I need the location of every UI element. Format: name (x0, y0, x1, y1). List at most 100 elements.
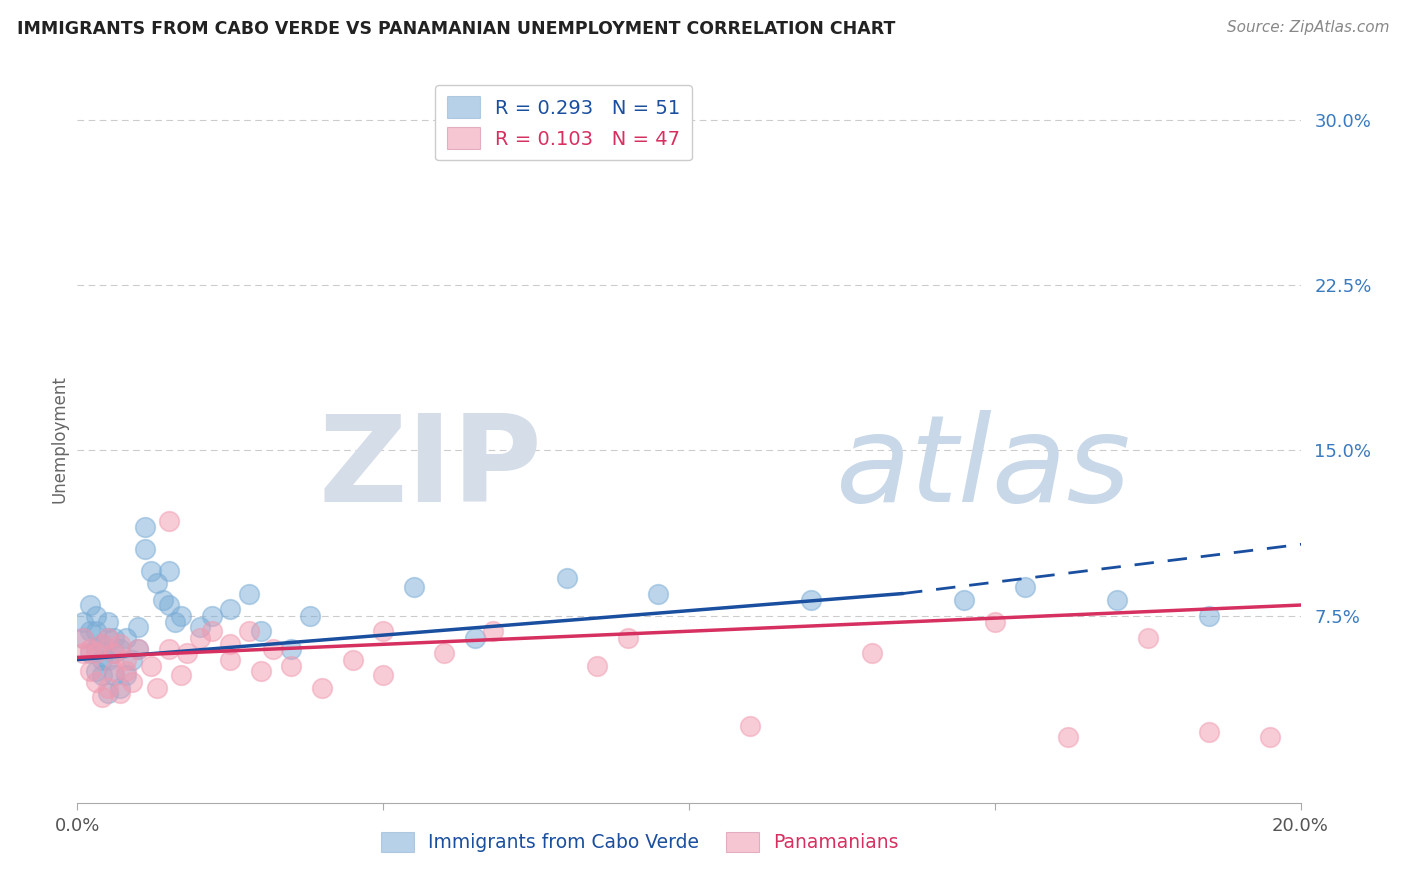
Point (84, 608, 107, 623)
Point (984, 615, 1007, 629)
Point (280, 659, 302, 673)
Point (262, 641, 284, 656)
Point (152, 593, 174, 607)
Point (84, 674, 107, 689)
Point (1198, 725, 1220, 739)
Point (90, 690, 112, 704)
Point (1136, 631, 1159, 645)
Point (108, 641, 131, 656)
Point (238, 586, 260, 600)
Point (79, 664, 101, 678)
Point (1057, 730, 1080, 744)
Point (97, 652, 120, 666)
Point (97, 631, 120, 645)
Point (433, 646, 456, 660)
Point (1258, 730, 1281, 744)
Point (617, 631, 640, 645)
Point (90, 637, 112, 651)
Point (250, 624, 273, 638)
Text: IMMIGRANTS FROM CABO VERDE VS PANAMANIAN UNEMPLOYMENT CORRELATION CHART: IMMIGRANTS FROM CABO VERDE VS PANAMANIAN… (17, 20, 896, 37)
Text: atlas: atlas (835, 410, 1130, 527)
Point (170, 668, 193, 682)
Point (146, 681, 169, 696)
Point (1198, 608, 1220, 623)
Point (219, 637, 242, 651)
Point (115, 652, 138, 666)
Point (165, 615, 187, 629)
Point (79, 598, 101, 612)
Point (139, 659, 162, 673)
Point (97, 686, 120, 700)
Point (170, 608, 193, 623)
Text: Source: ZipAtlas.com: Source: ZipAtlas.com (1226, 20, 1389, 35)
Point (482, 624, 505, 638)
Legend: Immigrants from Cabo Verde, Panamanians: Immigrants from Cabo Verde, Panamanians (374, 825, 905, 859)
Point (108, 681, 131, 696)
Point (555, 571, 578, 585)
Point (115, 664, 138, 678)
Point (371, 624, 394, 638)
Point (127, 619, 149, 633)
Point (103, 631, 125, 645)
Point (586, 659, 609, 673)
Point (79, 624, 101, 638)
Point (1107, 593, 1129, 607)
Point (127, 641, 149, 656)
Point (219, 652, 242, 666)
Point (188, 619, 211, 633)
Point (342, 652, 364, 666)
Point (97, 615, 120, 629)
Point (121, 652, 143, 666)
Point (72, 615, 94, 629)
Point (115, 631, 138, 645)
Point (298, 608, 321, 623)
Point (280, 641, 302, 656)
Point (219, 602, 242, 616)
Point (250, 664, 273, 678)
Point (84, 641, 107, 656)
Point (103, 664, 125, 678)
Point (103, 646, 125, 660)
Point (862, 646, 884, 660)
Point (740, 719, 762, 733)
Point (157, 598, 180, 612)
Point (84, 664, 107, 678)
Point (79, 646, 101, 660)
Y-axis label: Unemployment: Unemployment (51, 376, 69, 503)
Text: ZIP: ZIP (318, 410, 543, 527)
Point (90, 668, 112, 682)
Point (90, 637, 112, 651)
Point (188, 631, 211, 645)
Point (97, 631, 120, 645)
Point (108, 686, 131, 700)
Point (157, 641, 180, 656)
Point (402, 580, 425, 594)
Point (157, 514, 180, 528)
Point (84, 624, 107, 638)
Point (238, 624, 260, 638)
Point (108, 637, 131, 651)
Point (84, 646, 107, 660)
Point (139, 565, 162, 579)
Point (72, 646, 94, 660)
Point (121, 674, 143, 689)
Point (90, 652, 112, 666)
Point (201, 624, 224, 638)
Point (1014, 580, 1036, 594)
Point (953, 593, 976, 607)
Point (103, 668, 125, 682)
Point (371, 668, 394, 682)
Point (127, 641, 149, 656)
Point (134, 542, 156, 557)
Point (103, 646, 125, 660)
Point (97, 681, 120, 696)
Point (311, 681, 333, 696)
Point (72, 631, 94, 645)
Point (201, 608, 224, 623)
Point (115, 668, 138, 682)
Point (647, 586, 669, 600)
Point (464, 631, 486, 645)
Point (800, 593, 823, 607)
Point (176, 646, 198, 660)
Point (134, 520, 156, 534)
